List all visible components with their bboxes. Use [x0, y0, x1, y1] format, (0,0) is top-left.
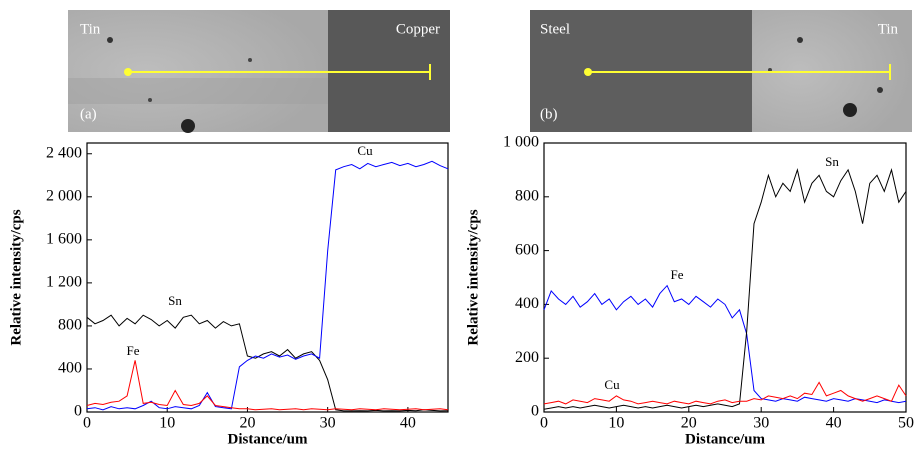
- series-label: Fe: [127, 343, 140, 358]
- series-line: [543, 284, 907, 404]
- series-label: Cu: [604, 377, 620, 392]
- micrograph-a: Tin Copper (a): [68, 10, 450, 133]
- y-axis-label: Relative intensity/cps: [465, 209, 481, 345]
- y-tick-label: 1 200: [46, 274, 82, 291]
- image-label: Steel: [540, 21, 570, 37]
- x-tick-label: 50: [898, 415, 914, 432]
- panel-label: (b): [540, 106, 558, 122]
- series-line: [86, 360, 449, 411]
- x-tick-label: 20: [681, 415, 697, 432]
- series-label: Sn: [168, 293, 182, 308]
- series-line: [543, 381, 907, 405]
- y-tick-label: 2 400: [46, 144, 82, 161]
- series-line: [543, 168, 907, 410]
- y-tick-label: 1 000: [503, 134, 539, 151]
- plot-frame: [543, 142, 907, 413]
- series-label: Sn: [825, 154, 839, 169]
- image-label: Tin: [80, 21, 101, 37]
- y-tick-label: 200: [515, 349, 539, 366]
- x-axis-label: Distance/um: [228, 431, 309, 447]
- x-tick-label: 30: [753, 415, 769, 432]
- y-tick-label: 0: [531, 403, 539, 420]
- x-tick-label: 10: [159, 415, 175, 432]
- x-tick-label: 40: [826, 415, 842, 432]
- plot-frame: [86, 142, 449, 413]
- x-tick-label: 40: [400, 415, 416, 432]
- y-tick-label: 400: [58, 360, 82, 377]
- series-line: [86, 314, 449, 412]
- image-label: Tin: [878, 21, 899, 37]
- y-tick-label: 400: [515, 295, 539, 312]
- y-tick-label: 600: [515, 241, 539, 258]
- micrograph-b: Steel Tin (b): [530, 10, 912, 132]
- x-tick-label: 10: [608, 415, 624, 432]
- x-tick-label: 0: [83, 415, 91, 432]
- x-tick-label: 0: [540, 415, 548, 432]
- y-tick-label: 800: [58, 317, 82, 334]
- y-tick-label: 1 600: [46, 231, 82, 248]
- y-tick-label: 800: [515, 187, 539, 204]
- y-axis-label: Relative intensity/cps: [8, 209, 24, 345]
- panel-label: (a): [80, 106, 97, 122]
- series-label: Cu: [357, 143, 373, 158]
- y-tick-label: 2 000: [46, 187, 82, 204]
- x-axis-label: Distance/um: [685, 431, 766, 447]
- y-tick-label: 0: [74, 403, 82, 420]
- series-line: [86, 160, 449, 411]
- series-label: Fe: [671, 267, 684, 282]
- image-label: Copper: [396, 21, 440, 37]
- x-tick-label: 30: [320, 415, 336, 432]
- x-tick-label: 20: [239, 415, 255, 432]
